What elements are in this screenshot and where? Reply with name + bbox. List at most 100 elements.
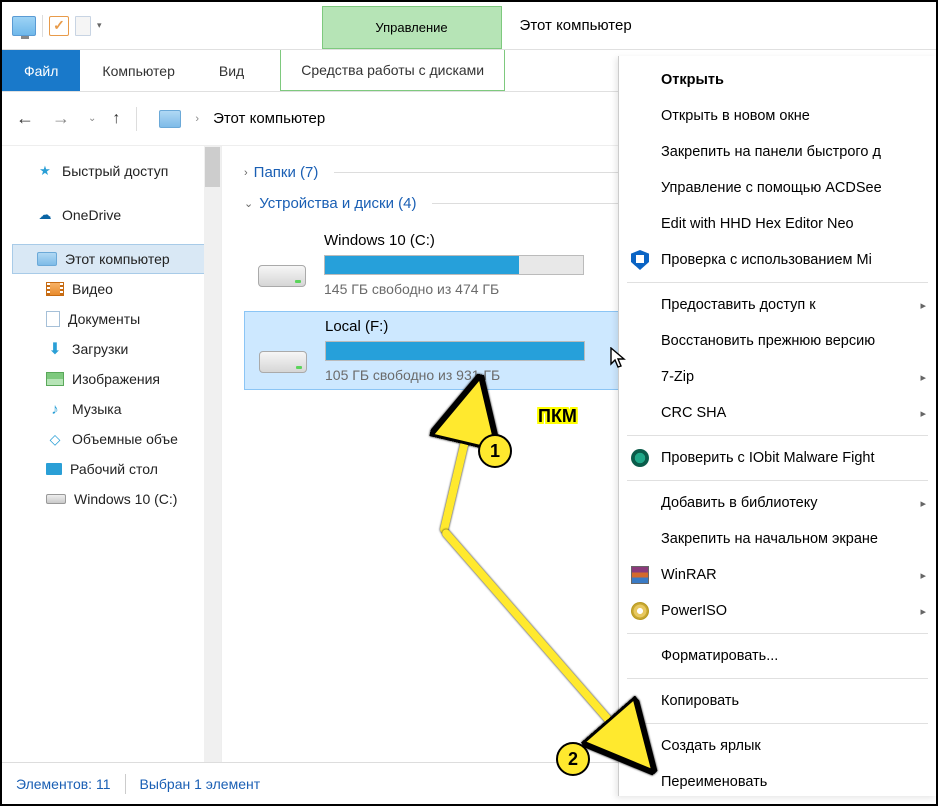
drive-icon: [255, 329, 311, 373]
shield-icon: [629, 249, 651, 271]
sidebar-item-label: Этот компьютер: [65, 251, 170, 267]
ctx-crc-sha[interactable]: CRC SHA: [619, 395, 936, 431]
chevron-down-icon: ⌄: [244, 197, 253, 210]
tab-computer[interactable]: Компьютер: [80, 50, 196, 91]
context-menu: Открыть Открыть в новом окне Закрепить н…: [618, 56, 936, 796]
qat-dropdown-icon[interactable]: ▾: [97, 20, 102, 31]
chevron-right-icon: ›: [244, 167, 248, 179]
ctx-open[interactable]: Открыть: [619, 62, 936, 98]
ctx-rename[interactable]: Переименовать: [619, 764, 936, 796]
cube-icon: ◇: [46, 431, 64, 447]
ctx-restore-previous[interactable]: Восстановить прежнюю версию: [619, 323, 936, 359]
status-separator: [125, 774, 126, 794]
ctx-copy[interactable]: Копировать: [619, 683, 936, 719]
sidebar-item-downloads[interactable]: ⬇ Загрузки: [12, 334, 217, 364]
sidebar-item-label: Windows 10 (C:): [74, 491, 177, 507]
sidebar-item-onedrive[interactable]: ☁ OneDrive: [12, 200, 217, 230]
ctx-iobit[interactable]: Проверить с IObit Malware Fight: [619, 440, 936, 476]
sidebar-item-music[interactable]: ♪ Музыка: [12, 394, 217, 424]
qat-separator: [42, 15, 43, 37]
ctx-pin-start[interactable]: Закрепить на начальном экране: [619, 521, 936, 557]
sidebar-item-video[interactable]: Видео: [12, 274, 217, 304]
ctx-format[interactable]: Форматировать...: [619, 638, 936, 674]
desktop-icon: [46, 463, 62, 475]
ctx-poweriso[interactable]: PowerISO: [619, 593, 936, 629]
nav-back-icon[interactable]: ←: [14, 108, 36, 129]
cursor-icon: [610, 347, 628, 375]
drive-usage-bar: [324, 255, 584, 275]
qat-this-pc-icon[interactable]: [12, 16, 36, 36]
documents-icon: [46, 311, 60, 327]
sidebar-item-label: Быстрый доступ: [62, 163, 168, 179]
tab-view[interactable]: Вид: [197, 50, 266, 91]
video-icon: [46, 282, 64, 296]
ctx-open-new-window[interactable]: Открыть в новом окне: [619, 98, 936, 134]
ctx-separator: [627, 480, 928, 481]
drive-icon: [46, 494, 66, 504]
status-selection: Выбран 1 элемент: [140, 776, 261, 792]
sidebar-item-label: Рабочий стол: [70, 461, 158, 477]
ctx-pin-quick-access[interactable]: Закрепить на панели быстрого д: [619, 134, 936, 170]
iobit-icon: [629, 447, 651, 469]
download-icon: ⬇: [46, 341, 64, 357]
tab-drive-tools[interactable]: Средства работы с дисками: [280, 50, 505, 91]
address-separator: [136, 107, 137, 131]
sidebar-item-images[interactable]: Изображения: [12, 364, 217, 394]
nav-scrollbar[interactable]: [204, 146, 221, 762]
sidebar-item-3d-objects[interactable]: ◇ Объемные объе: [12, 424, 217, 454]
window-title: Этот компьютер: [520, 17, 632, 34]
music-icon: ♪: [46, 401, 64, 417]
chevron-right-icon[interactable]: ›: [195, 113, 199, 125]
ctx-acdsee[interactable]: Управление с помощью ACDSee: [619, 170, 936, 206]
sidebar-item-label: Видео: [72, 281, 113, 297]
ctx-separator: [627, 435, 928, 436]
winrar-icon: [629, 564, 651, 586]
sidebar-item-label: Документы: [68, 311, 140, 327]
ctx-defender-scan[interactable]: Проверка с использованием Mi: [619, 242, 936, 278]
qat-properties-icon[interactable]: ✓: [49, 16, 69, 36]
poweriso-icon: [629, 600, 651, 622]
qat-new-icon[interactable]: [75, 16, 91, 36]
sidebar-item-quick-access[interactable]: ★ Быстрый доступ: [12, 156, 217, 186]
drive-usage-fill: [325, 256, 519, 274]
sidebar-item-label: Изображения: [72, 371, 160, 387]
ctx-separator: [627, 723, 928, 724]
ctx-separator: [627, 633, 928, 634]
sidebar-item-this-pc[interactable]: Этот компьютер: [12, 244, 217, 274]
contextual-tab-manage[interactable]: Управление: [322, 6, 502, 49]
address-pc-icon[interactable]: [159, 110, 181, 128]
nav-history-dropdown-icon[interactable]: ⌄: [86, 113, 98, 124]
status-item-count: Элементов: 11: [16, 776, 111, 792]
manage-label: Управление: [375, 20, 447, 35]
group-label: Устройства и диски (4): [259, 195, 416, 212]
tab-file[interactable]: Файл: [2, 50, 80, 91]
ctx-give-access[interactable]: Предоставить доступ к: [619, 287, 936, 323]
ctx-hex-editor[interactable]: Edit with HHD Hex Editor Neo: [619, 206, 936, 242]
group-label: Папки (7): [254, 164, 319, 181]
quick-access-toolbar: ✓ ▾: [2, 2, 112, 49]
nav-up-icon[interactable]: ↑: [112, 110, 120, 128]
sidebar-item-label: Загрузки: [72, 341, 128, 357]
ctx-winrar[interactable]: WinRAR: [619, 557, 936, 593]
drive-usage-fill: [326, 342, 584, 360]
navigation-pane: ★ Быстрый доступ ☁ OneDrive Этот компьют…: [2, 146, 222, 762]
sidebar-item-drive-c[interactable]: Windows 10 (C:): [12, 484, 217, 514]
sidebar-item-documents[interactable]: Документы: [12, 304, 217, 334]
ctx-7zip[interactable]: 7-Zip: [619, 359, 936, 395]
titlebar: ✓ ▾ Управление Этот компьютер: [2, 2, 936, 50]
annotation-label-pkm: ПКМ: [538, 406, 577, 427]
address-segment[interactable]: Этот компьютер: [213, 110, 325, 127]
ctx-add-library[interactable]: Добавить в библиотеку: [619, 485, 936, 521]
nav-scroll-thumb[interactable]: [205, 147, 220, 187]
ctx-create-shortcut[interactable]: Создать ярлык: [619, 728, 936, 764]
sidebar-item-desktop[interactable]: Рабочий стол: [12, 454, 217, 484]
sidebar-item-label: Объемные объе: [72, 431, 178, 447]
pc-icon: [37, 252, 57, 266]
annotation-badge-2: 2: [556, 742, 590, 776]
sidebar-item-label: Музыка: [72, 401, 122, 417]
onedrive-icon: ☁: [36, 207, 54, 223]
sidebar-item-label: OneDrive: [62, 207, 121, 223]
nav-forward-icon: →: [50, 108, 72, 129]
ctx-separator: [627, 678, 928, 679]
drive-icon: [254, 243, 310, 287]
